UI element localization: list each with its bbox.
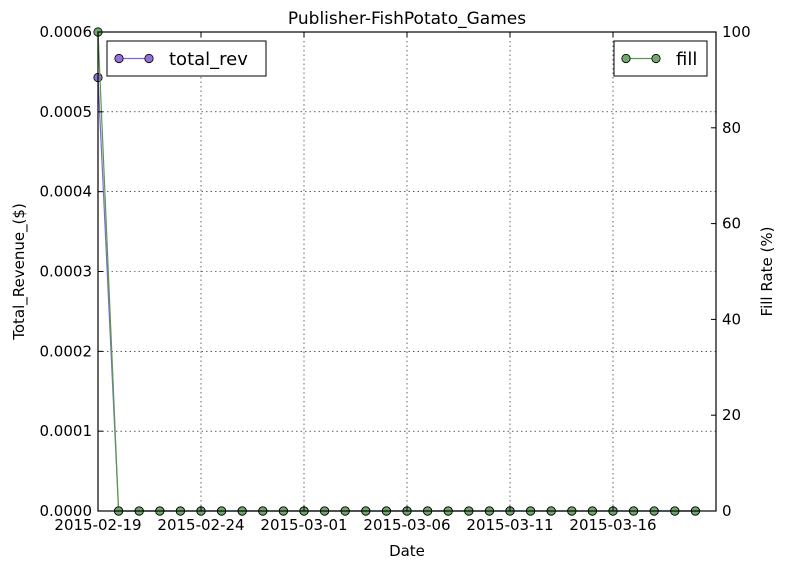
y2-tick-label: 40 xyxy=(722,310,741,328)
y2-tick-label: 80 xyxy=(722,119,741,137)
y-tick-label: 0.0006 xyxy=(40,23,93,41)
legend-fill: fill xyxy=(613,40,708,77)
y2-tick-label: 100 xyxy=(722,23,751,41)
legend-marker-total-rev xyxy=(114,53,124,64)
ticks: 2015-02-19 2015-02-24 2015-03-01 2015-03-06… xyxy=(40,23,751,534)
x-tick-label: 2015-03-06 xyxy=(363,516,450,534)
chart-title: Publisher-FishPotato_Games xyxy=(288,9,526,29)
y2-axis-label: Fill Rate (%) xyxy=(758,227,776,317)
x-tick-label: 2015-02-24 xyxy=(157,516,244,534)
y-tick-label: 0.0005 xyxy=(40,103,93,121)
x-tick-label: 2015-03-11 xyxy=(466,516,553,534)
legend-total-rev: total_rev xyxy=(106,40,267,77)
legend-label-fill: fill xyxy=(676,49,697,70)
y2-tick-label: 20 xyxy=(722,406,741,424)
y2-tick-label: 60 xyxy=(722,215,741,233)
x-tick-label: 2015-02-19 xyxy=(54,516,141,534)
y-tick-label: 0.0003 xyxy=(40,263,93,281)
y-tick-label: 0.0002 xyxy=(40,342,93,360)
y2-tick-label: 0 xyxy=(722,502,732,520)
x-tick-label: 2015-03-16 xyxy=(569,516,656,534)
y-tick-label: 0.0004 xyxy=(40,183,93,201)
x-axis-label: Date xyxy=(389,542,425,560)
x-tick-label: 2015-03-01 xyxy=(260,516,347,534)
grid xyxy=(97,31,716,512)
legend-marker-total-rev xyxy=(144,53,154,64)
y-axis-label: Total_Revenue_($) xyxy=(10,203,29,341)
y-tick-label: 0.0001 xyxy=(40,422,93,440)
legend-marker-fill xyxy=(621,53,631,64)
series-line-fill xyxy=(97,31,696,512)
legend-marker-fill xyxy=(651,53,661,64)
legend-label-total-rev: total_rev xyxy=(169,49,248,70)
series-line-total-rev xyxy=(97,77,696,512)
y-tick-label: 0.0000 xyxy=(40,502,93,520)
